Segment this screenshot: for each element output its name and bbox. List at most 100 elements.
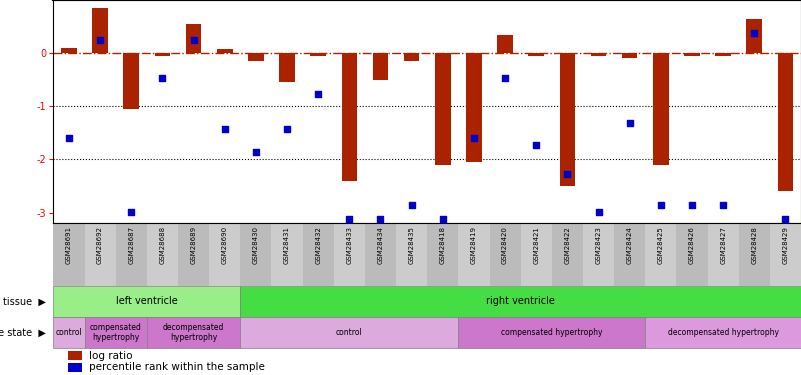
Text: GSM28422: GSM28422 (565, 226, 570, 264)
Bar (646, 223, 676, 286)
Bar (365, 223, 396, 286)
Text: GSM28423: GSM28423 (595, 226, 602, 264)
Bar (85, 223, 115, 286)
Point (405, 202, 418, 208)
Point (529, 142, 542, 148)
Bar (715, 53, 731, 56)
Point (156, 75, 169, 81)
Bar (560, 53, 575, 186)
Text: GSM28430: GSM28430 (253, 226, 259, 264)
Bar (217, 49, 232, 53)
Text: compensated hypertrophy: compensated hypertrophy (501, 328, 602, 337)
Point (748, 30, 761, 36)
Text: GSM28425: GSM28425 (658, 226, 664, 264)
Bar (747, 19, 762, 53)
Text: GSM28434: GSM28434 (377, 226, 384, 264)
Bar (778, 53, 793, 191)
Bar (280, 53, 295, 82)
Text: disease state  ▶: disease state ▶ (0, 328, 46, 338)
Bar (497, 34, 513, 53)
Text: GSM28429: GSM28429 (783, 226, 788, 264)
Point (499, 75, 512, 81)
Point (437, 216, 449, 222)
Bar (147, 223, 178, 286)
Text: GSM28692: GSM28692 (97, 226, 103, 264)
Text: GSM28424: GSM28424 (626, 226, 633, 264)
Text: decompensated
hypertrophy: decompensated hypertrophy (163, 323, 224, 342)
Bar (209, 223, 240, 286)
Text: GSM28428: GSM28428 (751, 226, 757, 264)
Text: GSM28433: GSM28433 (346, 226, 352, 264)
Text: tissue  ▶: tissue ▶ (2, 296, 46, 306)
Point (779, 216, 792, 222)
Text: GSM28426: GSM28426 (689, 226, 695, 264)
Text: GSM28420: GSM28420 (502, 226, 508, 264)
Bar (61, 48, 77, 53)
Bar (646, 317, 801, 348)
Bar (458, 223, 489, 286)
Bar (147, 317, 240, 348)
Bar (529, 53, 544, 56)
Bar (427, 223, 458, 286)
Bar (583, 223, 614, 286)
Point (654, 202, 667, 208)
Bar (68, 363, 82, 372)
Text: GSM28689: GSM28689 (191, 226, 196, 264)
Text: right ventricle: right ventricle (486, 296, 555, 306)
Text: GSM28421: GSM28421 (533, 226, 539, 264)
Bar (466, 53, 481, 162)
Point (187, 37, 200, 43)
Point (686, 202, 698, 208)
Text: GSM28690: GSM28690 (222, 226, 227, 264)
Point (249, 149, 262, 155)
Bar (590, 53, 606, 56)
Text: GSM28691: GSM28691 (66, 226, 72, 264)
Point (717, 202, 730, 208)
Bar (739, 223, 770, 286)
Point (312, 91, 324, 97)
Point (468, 135, 481, 141)
Bar (54, 317, 85, 348)
Bar (552, 223, 583, 286)
Text: GSM28418: GSM28418 (440, 226, 446, 264)
Bar (303, 223, 334, 286)
Text: GSM28688: GSM28688 (159, 226, 166, 264)
Bar (123, 53, 139, 109)
Text: decompensated hypertrophy: decompensated hypertrophy (667, 328, 779, 337)
Bar (372, 53, 388, 80)
Bar (240, 286, 801, 317)
Point (561, 171, 574, 177)
Text: GSM28432: GSM28432 (315, 226, 321, 264)
Bar (676, 223, 707, 286)
Text: GDS742 / 1225: GDS742 / 1225 (56, 7, 151, 20)
Text: percentile rank within the sample: percentile rank within the sample (89, 363, 265, 372)
Bar (54, 286, 240, 317)
Text: control: control (336, 328, 363, 337)
Text: GSM28427: GSM28427 (720, 226, 727, 264)
Point (343, 216, 356, 222)
Bar (115, 223, 147, 286)
Point (94, 37, 107, 43)
Bar (684, 53, 700, 56)
Point (62, 135, 75, 141)
Bar (458, 317, 646, 348)
Bar (54, 223, 85, 286)
Bar (521, 223, 552, 286)
Bar (155, 53, 170, 56)
Text: control: control (55, 328, 83, 337)
Bar (435, 53, 450, 165)
Bar (311, 53, 326, 56)
Bar (341, 53, 357, 181)
Point (125, 209, 138, 215)
Bar (240, 317, 458, 348)
Bar (396, 223, 427, 286)
Point (623, 120, 636, 126)
Text: GSM28431: GSM28431 (284, 226, 290, 264)
Bar (707, 223, 739, 286)
Point (592, 209, 605, 215)
Bar (92, 8, 108, 53)
Point (280, 126, 293, 132)
Bar (178, 223, 209, 286)
Text: GSM28687: GSM28687 (128, 226, 135, 264)
Text: left ventricle: left ventricle (116, 296, 178, 306)
